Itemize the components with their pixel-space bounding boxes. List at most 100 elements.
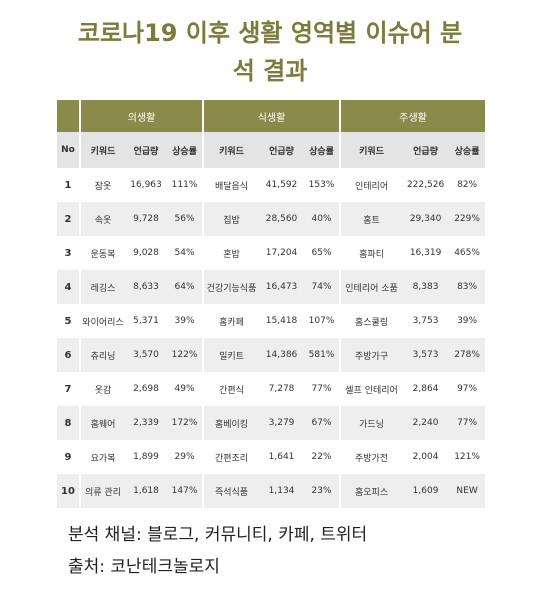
table-cell: 122%: [167, 338, 204, 372]
table-cell: 54%: [174, 248, 195, 258]
table-cell: 2,864: [412, 384, 439, 394]
table-cell: 82%: [457, 180, 478, 190]
column-header: 상승률: [304, 132, 341, 168]
table-cell: 홈오피스: [339, 474, 403, 508]
column-header: 언급량: [402, 132, 450, 168]
table-cell: 홈카페: [202, 304, 260, 338]
table-cell: 77%: [449, 406, 486, 440]
column-header: 언급량: [125, 132, 167, 168]
table-cell: 41,592: [265, 180, 298, 190]
row-number: 4: [57, 270, 80, 304]
group-header-blank: [57, 100, 80, 132]
table-cell: 츄리닝: [79, 338, 125, 372]
table-cell: 가드닝: [339, 406, 403, 440]
row-number: 7: [64, 383, 72, 395]
table-cell: 주방가구: [339, 338, 403, 372]
table-cell: 49%: [174, 384, 195, 394]
table-cell: 147%: [167, 474, 204, 508]
group-header: 주생활: [339, 100, 486, 132]
table-cell: 7,278: [268, 384, 295, 394]
table-cell: 레깅스: [79, 270, 125, 304]
table-cell: 2,698: [133, 384, 159, 394]
table-row: 6 츄리닝 3,570 122% 밀키트 14,386 581% 주방가구 3,573 278%: [57, 338, 486, 372]
table-cell: 153%: [308, 180, 335, 190]
table-cell: 2,240: [402, 406, 450, 440]
row-number: 2: [57, 202, 80, 236]
table-cell: 22%: [311, 452, 332, 462]
column-header: 키워드: [339, 132, 403, 168]
footer-source: 출처: 코난테크놀로지: [68, 557, 220, 577]
column-header: 상승률: [449, 132, 486, 168]
table-cell: 29%: [174, 452, 195, 462]
table-cell: 67%: [304, 406, 341, 440]
table-body: 의생활 식생활 주생활 No 키워드 언급량 상승률 키워드 언급량 상승률 키워드 언급량 상승률 1 잠…: [57, 100, 486, 508]
column-header: 상승률: [167, 132, 204, 168]
table-cell: 229%: [449, 202, 486, 236]
table-cell: 1,609: [402, 474, 450, 508]
column-header: 키워드: [202, 132, 260, 168]
table-cell: 2,004: [412, 452, 439, 462]
table-cell: 97%: [457, 384, 478, 394]
table-cell: 홈스쿨링: [339, 304, 403, 338]
table-cell: 주방가전: [339, 440, 403, 474]
table-cell: 즉석식품: [202, 474, 260, 508]
table-cell: 107%: [308, 316, 335, 326]
table-cell: 23%: [304, 474, 341, 508]
table-cell: 77%: [311, 384, 332, 394]
table-cell: 2,339: [125, 406, 167, 440]
table-cell: 요가복: [79, 440, 125, 474]
table-cell: 39%: [457, 316, 478, 326]
table-cell: 3,573: [402, 338, 450, 372]
table-cell: 1,641: [268, 452, 295, 462]
group-header-row: 의생활 식생활 주생활: [57, 100, 486, 132]
table-cell: 172%: [167, 406, 204, 440]
table-cell: 14,386: [259, 338, 305, 372]
table-cell: 1,899: [133, 452, 159, 462]
table-cell: 111%: [171, 180, 198, 190]
table-cell: 1,618: [125, 474, 167, 508]
table-cell: 간편조리: [202, 440, 260, 474]
table-row: 8 홈웨어 2,339 172% 홈베이킹 3,279 67% 가드닝 2,240 77%: [57, 406, 486, 440]
table-cell: 9,028: [133, 248, 159, 258]
table-cell: 잠옷: [79, 168, 125, 202]
table-row: 10 의류 관리 1,618 147% 즉석식품 1,134 23% 홈오피스 1,609 NEW: [57, 474, 486, 508]
table-cell: 운동복: [79, 236, 125, 270]
row-number: 3: [64, 247, 72, 259]
table-cell: 64%: [167, 270, 204, 304]
table-cell: 셀프 인테리어: [339, 372, 403, 406]
table-row: 1 잠옷 16,963 111% 배달음식 41,592 153% 인테리어 222,526 82…: [57, 168, 485, 202]
row-number: 1: [64, 179, 72, 191]
table-cell: 16,473: [259, 270, 305, 304]
table-cell: 홈트: [339, 202, 403, 236]
table-cell: 밀키트: [202, 338, 260, 372]
group-header: 식생활: [202, 100, 341, 132]
table-cell: 8,633: [125, 270, 167, 304]
table-row: 2 속옷 9,728 56% 집밥 28,560 40% 홈트 29,340 229%: [57, 202, 486, 236]
row-number: 10: [57, 474, 80, 508]
table-cell: 28,560: [259, 202, 305, 236]
issue-table: 의생활 식생활 주생활 No 키워드 언급량 상승률 키워드 언급량 상승률 키워드 언급량 상승률 1 잠…: [57, 100, 486, 508]
table-cell: 의류 관리: [79, 474, 125, 508]
title: 코로나19 이후 생활 영역별 이슈어 분석 결과: [77, 19, 463, 85]
table-cell: 74%: [304, 270, 341, 304]
table-cell: 15,418: [265, 316, 298, 326]
table-cell: 간편식: [202, 372, 260, 406]
table-cell: 16,963: [130, 180, 162, 190]
table-cell: 3,570: [125, 338, 167, 372]
table-cell: 속옷: [79, 202, 125, 236]
table-row: 7 옷감 2,698 49% 간편식 7,278 77% 셀프 인테리어 2,864 97%: [57, 372, 485, 406]
table-row: 3 운동복 9,028 54% 혼밥 17,204 65% 홈파티 16,319 465%: [57, 236, 485, 270]
row-number: 8: [57, 406, 80, 440]
table-row: 4 레깅스 8,633 64% 건강기능식품 16,473 74% 인테리어 소품 8,383 8…: [57, 270, 486, 304]
footer-note: 분석 채널: 블로그, 커뮤니티, 카페, 트위터: [68, 525, 368, 545]
table-cell: 222,526: [406, 180, 445, 190]
table-cell: 121%: [454, 452, 480, 462]
table-cell: 16,319: [409, 248, 442, 258]
table-cell: NEW: [449, 474, 486, 508]
table-cell: 집밥: [202, 202, 260, 236]
table-cell: 홈베이킹: [202, 406, 260, 440]
table-cell: 5,371: [133, 316, 159, 326]
table-cell: 와이어리스: [79, 304, 125, 338]
table-cell: 278%: [449, 338, 486, 372]
